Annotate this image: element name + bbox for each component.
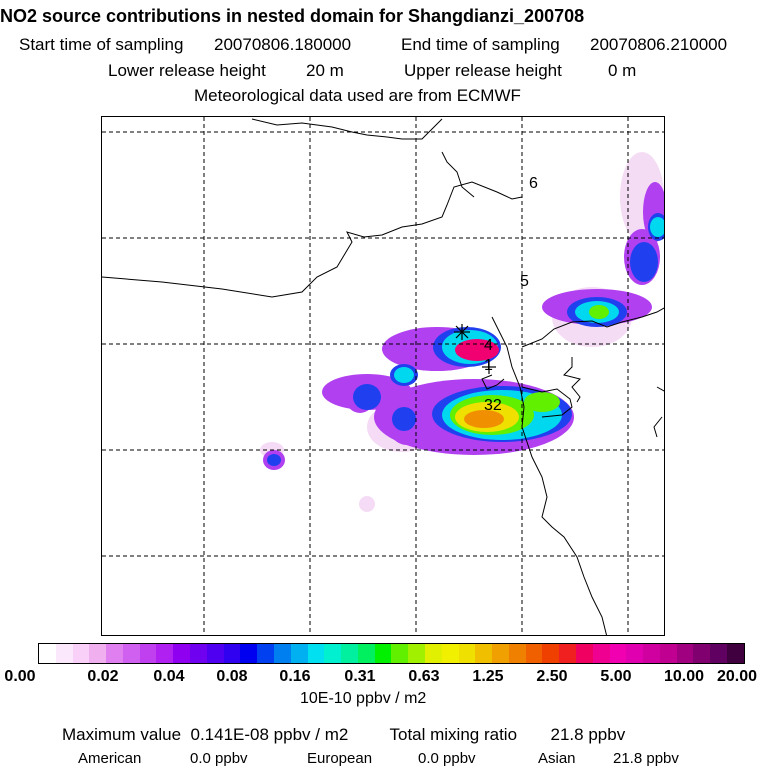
max-value: 0.141E-08 ppbv / m2 xyxy=(190,725,349,744)
colorbar-swatch xyxy=(492,644,509,663)
colorbar-swatch xyxy=(273,644,291,663)
colorbar-tick: 0.02 xyxy=(87,668,119,685)
plot-title: NO2 source contributions in nested domai… xyxy=(0,6,585,26)
trajectory-marker-6: 6 xyxy=(529,175,538,192)
trajectory-marker-5: 5 xyxy=(520,273,529,290)
plume-orange-band xyxy=(464,410,504,428)
total-mixing-value: 21.8 ppbv xyxy=(550,725,626,744)
grid-lines xyxy=(102,117,664,635)
colorbar-swatch xyxy=(408,644,425,663)
colorbar-tick: 0.16 xyxy=(279,668,311,685)
colorbar-swatch xyxy=(341,644,358,663)
colorbar-swatch xyxy=(206,644,224,663)
receptor-site-marker xyxy=(454,324,470,340)
colorbar-swatch xyxy=(441,644,459,663)
american-value: 0.0 ppbv xyxy=(190,750,248,767)
concentration-field xyxy=(260,152,664,512)
colorbar-swatch xyxy=(475,644,493,663)
colorbar-tick: 20.00 xyxy=(716,668,758,685)
start-time-value: 20070806.180000 xyxy=(214,35,352,54)
colorbar-swatch xyxy=(173,644,191,663)
colorbar-swatch xyxy=(357,644,375,663)
colorbar-tick: 0.31 xyxy=(344,668,376,685)
colorbar-swatch xyxy=(458,644,476,663)
lower-release-value: 20 m xyxy=(306,61,344,80)
colorbar-swatch xyxy=(676,644,694,663)
colorbar-swatch xyxy=(257,644,274,663)
colorbar-tick: 0.00 xyxy=(4,668,36,685)
colorbar-swatch xyxy=(525,644,543,663)
colorbar-tick: 2.50 xyxy=(536,668,568,685)
colorbar-swatch xyxy=(710,644,728,663)
colorbar-tick: 10.00 xyxy=(663,668,705,685)
colorbar-swatch xyxy=(290,644,308,663)
source-cross-marker xyxy=(482,360,496,374)
colorbar-swatch xyxy=(659,644,677,663)
colorbar-swatch xyxy=(592,644,610,663)
colorbar xyxy=(38,643,745,664)
colorbar-tick: 0.08 xyxy=(216,668,248,685)
colorbar-swatch xyxy=(609,644,627,663)
lower-release-label: Lower release height xyxy=(108,61,266,80)
colorbar-swatch xyxy=(391,644,409,663)
american-label: American xyxy=(78,750,142,767)
coastlines xyxy=(102,118,664,635)
map-canvas xyxy=(102,117,664,635)
colorbar-swatch xyxy=(643,644,660,663)
end-time-label: End time of sampling xyxy=(401,35,560,54)
colorbar-swatch xyxy=(727,644,744,663)
colorbar-swatch xyxy=(424,644,442,663)
colorbar-swatch xyxy=(307,644,325,663)
colorbar-tick: 0.63 xyxy=(408,668,440,685)
trajectory-marker-1: 1 xyxy=(484,357,493,374)
european-label: European xyxy=(307,750,373,767)
colorbar-swatch xyxy=(559,644,576,663)
colorbar-swatch xyxy=(55,644,73,663)
map-panel: 6 5 4 1 32 xyxy=(101,116,665,636)
colorbar-swatch xyxy=(223,644,241,663)
colorbar-swatch xyxy=(626,644,644,663)
colorbar-swatch xyxy=(139,644,157,663)
colorbar-tick: 1.25 xyxy=(472,668,504,685)
colorbar-swatch xyxy=(542,644,560,663)
colorbar-tick: 5.00 xyxy=(600,668,632,685)
colorbar-swatch xyxy=(693,644,711,663)
colorbar-swatch xyxy=(156,644,174,663)
asian-value: 21.8 ppbv xyxy=(613,750,679,767)
max-value-label: Maximum value xyxy=(62,725,182,744)
start-time-label: Start time of sampling xyxy=(19,35,184,54)
trajectory-marker-4: 4 xyxy=(484,337,493,354)
colorbar-swatch xyxy=(324,644,342,663)
european-value: 0.0 ppbv xyxy=(418,750,476,767)
colorbar-swatch xyxy=(122,644,140,663)
colorbar-swatch xyxy=(508,644,526,663)
colorbar-swatch xyxy=(106,644,123,663)
end-time-value: 20070806.210000 xyxy=(590,35,728,54)
meteorological-source: Meteorological data used are from ECMWF xyxy=(194,86,521,105)
trajectory-marker-32: 32 xyxy=(484,397,502,414)
colorbar-tick: 0.04 xyxy=(153,668,185,685)
colorbar-swatch xyxy=(89,644,107,663)
colorbar-swatch xyxy=(39,644,56,663)
upper-release-label: Upper release height xyxy=(404,61,562,80)
colorbar-swatch xyxy=(240,644,258,663)
summary-max-line: Maximum value 0.141E-08 ppbv / m2 Total … xyxy=(62,725,625,745)
colorbar-unit: 10E-10 ppbv / m2 xyxy=(300,690,427,707)
colorbar-swatch xyxy=(576,644,593,663)
colorbar-swatch xyxy=(190,644,207,663)
colorbar-swatch xyxy=(72,644,90,663)
asian-label: Asian xyxy=(538,750,576,767)
upper-release-value: 0 m xyxy=(608,61,637,80)
colorbar-swatch xyxy=(374,644,392,663)
total-mixing-label: Total mixing ratio xyxy=(389,725,518,744)
